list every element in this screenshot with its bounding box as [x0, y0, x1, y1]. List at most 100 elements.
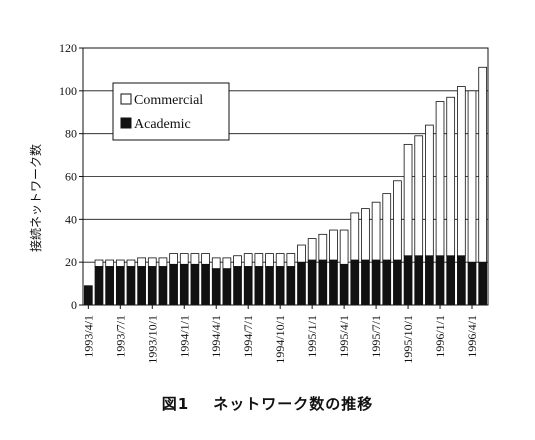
x-tick-label: 1996/4/1 [465, 315, 479, 358]
bar-commercial [233, 255, 242, 267]
x-tick-label: 1996/1/1 [433, 315, 447, 358]
figure-caption: 図1 ネットワーク数の推移 [0, 393, 535, 414]
x-tick-label: 1995/10/1 [401, 315, 415, 364]
legend-box [112, 82, 230, 141]
bar-commercial [382, 193, 392, 261]
x-tick-label: 1993/7/1 [113, 315, 127, 358]
bar-commercial [275, 253, 285, 267]
bar-commercial [297, 244, 306, 263]
bar-commercial [339, 229, 349, 265]
bar-commercial [179, 253, 189, 265]
bar-commercial [243, 253, 253, 267]
y-tick-label: 60 [65, 170, 77, 184]
x-tick-label: 1994/7/1 [241, 315, 255, 358]
y-tick-label: 80 [65, 127, 77, 141]
legend-swatch-academic [120, 117, 132, 129]
x-tick-label: 1995/1/1 [305, 315, 319, 358]
bar-commercial [446, 96, 456, 257]
bar-commercial [190, 253, 200, 265]
x-tick-label: 1993/4/1 [81, 315, 95, 358]
bar-academic [179, 263, 189, 306]
bar-academic [307, 259, 317, 306]
bar-commercial [393, 180, 402, 261]
y-tick-label: 40 [65, 212, 77, 226]
bar-academic [446, 255, 456, 306]
y-axis-label: 接続ネットワーク数 [28, 144, 43, 252]
x-tick-label: 1994/1/1 [177, 315, 191, 358]
bar-academic [329, 259, 338, 306]
x-tick-label: 1994/10/1 [273, 315, 287, 364]
bar-academic [371, 259, 381, 306]
bar-academic [339, 263, 349, 306]
plot-frame [82, 47, 489, 306]
bar-commercial [414, 135, 424, 257]
bar-commercial [201, 253, 210, 265]
bar-academic [222, 268, 232, 306]
bar-commercial [478, 66, 488, 263]
bar-commercial [265, 253, 274, 267]
y-tick-label: 20 [65, 255, 77, 269]
bar-commercial [222, 257, 232, 269]
bar-commercial [211, 257, 221, 269]
bar-academic [243, 266, 253, 306]
bar-commercial [329, 229, 338, 261]
axis-layer: 0 20 40 60 80 100 120 1993/4/1 1993/7/1 1993/10/1… [59, 41, 489, 364]
bar-academic [169, 263, 178, 306]
bar-academic [158, 266, 168, 306]
bar-academic [403, 255, 413, 306]
bar-commercial [254, 253, 264, 267]
x-tick-label: 1995/7/1 [369, 315, 383, 358]
bar-commercial [169, 253, 178, 265]
bar-academic [190, 263, 200, 306]
bar-commercial [147, 257, 157, 267]
bar-commercial [126, 259, 136, 267]
bar-commercial [307, 238, 317, 261]
bar-academic [147, 266, 157, 306]
bar-commercial [158, 257, 168, 267]
legend: Commercial Academic [112, 82, 230, 141]
legend-label-commercial: Commercial [134, 93, 203, 108]
bar-commercial [425, 124, 434, 257]
bar-academic [435, 255, 445, 306]
bar-academic [115, 266, 125, 306]
bar-academic [286, 266, 296, 306]
bar-academic [254, 266, 264, 306]
figure-title: ネットワーク数の推移 [213, 395, 374, 413]
bar-commercial [318, 233, 328, 261]
bar-academic [425, 255, 434, 306]
bar-academic [382, 259, 392, 306]
bar-academic [233, 266, 242, 306]
bar-commercial [371, 201, 381, 261]
bar-commercial [457, 86, 466, 257]
bar-commercial [115, 259, 125, 267]
bars-layer [83, 66, 488, 306]
bar-academic [297, 261, 306, 306]
bar-academic [83, 285, 93, 306]
bar-commercial [137, 257, 146, 267]
bar-academic [265, 266, 274, 306]
bar-academic [275, 266, 285, 306]
bar-academic [137, 266, 146, 306]
x-tick-label: 1993/10/1 [145, 315, 159, 364]
y-tick-label: 100 [59, 84, 77, 98]
figure-number: 図1 [161, 395, 190, 413]
bar-academic [393, 259, 402, 306]
bar-academic [126, 266, 136, 306]
bar-academic [457, 255, 466, 306]
bar-commercial [435, 101, 445, 257]
bar-commercial [467, 90, 477, 263]
bar-academic [350, 259, 360, 306]
bar-commercial [361, 208, 370, 261]
bar-commercial [403, 143, 413, 257]
bar-commercial [350, 212, 360, 261]
x-tick-label: 1994/4/1 [209, 315, 223, 358]
bar-academic [201, 263, 210, 306]
bar-academic [105, 266, 114, 306]
bar-commercial [94, 259, 104, 267]
bar-academic [318, 259, 328, 306]
y-tick-label: 0 [71, 298, 77, 312]
bar-academic [467, 261, 477, 306]
bar-academic [361, 259, 370, 306]
